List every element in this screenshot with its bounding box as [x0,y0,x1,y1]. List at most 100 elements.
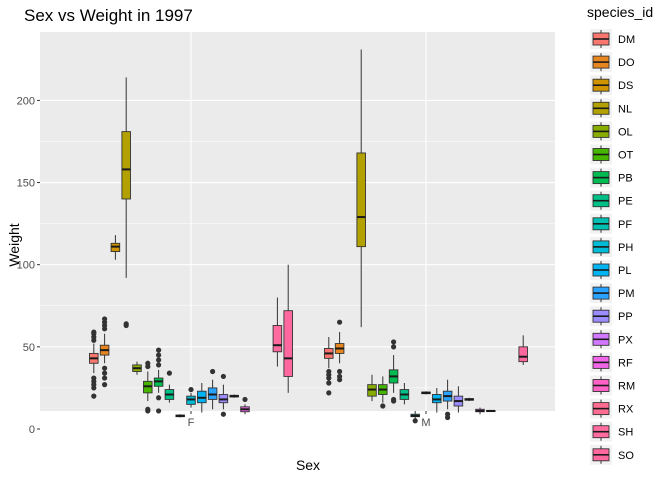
legend-label: PM [618,288,635,300]
legend-item-RX: RX [590,398,634,419]
legend-label: SO [618,450,634,462]
outlier-point [156,357,162,363]
box-RF-F [240,396,250,415]
legend-item-DO: DO [590,52,635,73]
outlier-point [91,393,97,399]
legend-label: PL [618,265,631,277]
outlier-point [145,406,151,412]
outlier-point [156,347,162,353]
outlier-point [102,382,108,388]
outlier-point [337,368,343,375]
plot-panel [40,32,555,411]
y-tick-label: 200 [17,95,35,107]
outlier-point [391,396,397,403]
legend-title: species_id [587,4,653,20]
box-body [356,152,366,248]
box-PP-F [218,373,229,417]
legend-label: PX [618,334,633,346]
legend-label: RM [618,381,635,393]
outlier-point [391,344,397,350]
outlier-point [123,321,129,327]
y-axis-title: Weight [6,223,22,266]
outlier-point [220,373,226,380]
box-body [121,131,131,200]
box-NL-M [356,49,366,328]
legend-label: PB [618,173,633,185]
box-PM-F [207,368,218,410]
legend: species_id DM DO DS NL OL OT PB PE PF PH PL PM PP PX R… [587,4,653,465]
legend-label: RF [618,357,633,369]
legend-label: PE [618,196,633,208]
legend-label: RX [618,404,634,416]
outlier-point [156,408,162,414]
legend-item-SO: SO [590,444,634,465]
outlier-point [391,339,397,345]
outlier-point [380,403,386,409]
legend-item-SH: SH [590,421,633,442]
box-PH-M [421,391,431,395]
legend-label: DS [618,80,633,92]
legend-label: OT [618,150,634,162]
outlier-point [188,386,194,393]
box-SH-F [272,297,283,367]
box-NL-F [121,77,131,329]
legend-label: OL [618,126,633,138]
box-RF-M [475,407,485,415]
outlier-point [102,316,108,322]
box-OL-F [132,361,142,375]
outlier-point [337,373,343,380]
legend-label: PP [618,311,633,323]
legend-item-RM: RM [590,375,635,396]
outlier-point [145,360,151,366]
legend-label: DM [618,34,635,46]
legend-item-PM: PM [590,283,635,304]
outlier-point [445,411,451,417]
legend-item-DM: DM [590,29,635,49]
x-tick-label: M [421,417,430,429]
box-body [518,346,528,363]
chart-title: Sex vs Weight in 1997 [24,6,193,25]
legend-item-NL: NL [590,98,632,119]
outlier-point [210,368,216,375]
legend-label: SH [618,427,633,439]
outlier-point [156,395,162,401]
y-axis: 0 50 100 150 200 [17,95,40,436]
outlier-point [220,411,226,417]
box-body [272,325,283,353]
outlier-point [326,380,332,386]
outlier-point [337,319,343,325]
box-PX-F [229,394,239,398]
box-DM-M [324,336,334,396]
box-SO-F [283,264,293,393]
outlier-point [412,418,418,424]
box-PB-M [388,339,399,404]
legend-item-RF: RF [590,352,633,373]
legend-item-PE: PE [590,190,633,211]
outlier-point [91,375,97,381]
box-OL-M [367,374,377,402]
legend-item-PX: PX [590,329,633,350]
box-DO-F [99,316,110,388]
box-PM-M [442,379,453,421]
box-PP-M [453,386,464,413]
outlier-point [326,368,332,375]
box-PH-F [186,386,196,408]
box-DO-M [334,319,345,383]
legend-item-OT: OT [590,144,634,165]
box-PF-M [410,410,420,424]
y-tick-label: 100 [17,260,35,272]
outlier-point [166,370,172,376]
outlier-point [326,390,332,396]
legend-label: DO [618,57,635,69]
box-PE-M [399,382,410,405]
box-PL-M [432,387,442,413]
box-DS-F [110,235,121,260]
legend-item-PF: PF [590,213,632,234]
y-tick-label: 50 [23,342,35,354]
outlier-point [91,329,97,335]
outlier-point [102,365,108,371]
box-OT-M [378,376,388,409]
box-RM-M [486,409,496,413]
legend-item-PP: PP [590,306,633,327]
